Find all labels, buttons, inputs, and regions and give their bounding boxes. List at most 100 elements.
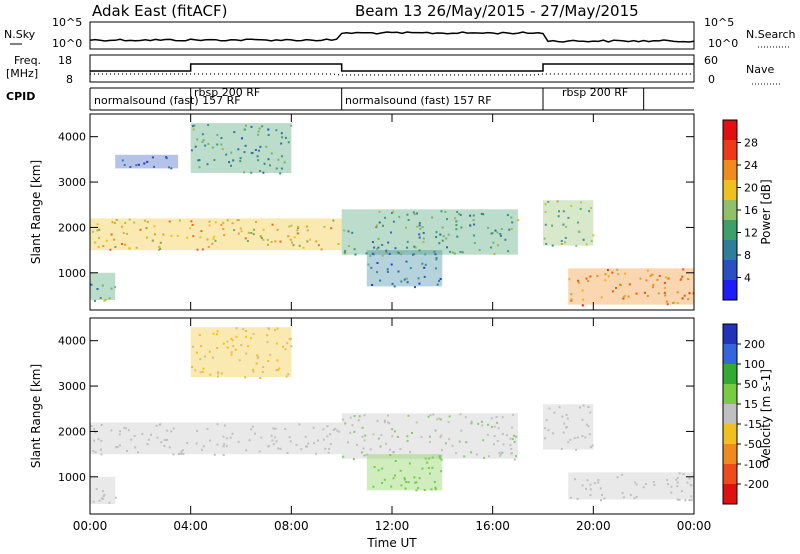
echo-cell xyxy=(666,300,668,303)
echo-cell xyxy=(589,446,592,449)
echo-cell xyxy=(198,334,201,337)
echo-cell xyxy=(569,438,572,441)
echo-cell xyxy=(378,210,381,213)
echo-cell xyxy=(409,267,412,270)
freq-label: Freq. xyxy=(14,54,41,67)
echo-cell xyxy=(289,337,292,340)
echo-cell xyxy=(413,253,416,256)
echo-cell xyxy=(652,283,655,286)
echo-cell xyxy=(360,451,363,454)
echo-cell xyxy=(118,444,121,447)
echo-cell xyxy=(222,435,225,438)
echo-cell xyxy=(681,275,684,278)
echo-cell xyxy=(390,263,393,266)
echo-cell xyxy=(490,232,493,235)
echo-cell xyxy=(267,360,270,362)
echo-cell xyxy=(670,485,673,488)
echo-cell xyxy=(496,440,499,442)
echo-cell xyxy=(377,246,380,249)
echo-cell xyxy=(211,242,214,245)
colorbar-swatch xyxy=(723,364,737,384)
echo-cell xyxy=(509,437,512,440)
echo-cell xyxy=(480,212,483,215)
echo-cell xyxy=(198,166,201,169)
echo-cell xyxy=(387,414,389,417)
nave-label: Nave xyxy=(746,63,774,76)
nsearch-tick-low: 10^0 xyxy=(708,37,738,50)
echo-cell xyxy=(275,342,278,345)
echo-cell xyxy=(452,251,455,254)
echo-cell xyxy=(596,274,599,277)
echo-cell xyxy=(94,451,97,454)
echo-cell xyxy=(206,238,209,241)
echo-cell xyxy=(580,201,582,204)
colorbar-swatch xyxy=(723,444,737,464)
echo-cell xyxy=(133,221,136,224)
echo-cell xyxy=(250,171,253,174)
x-tick-label: 00:00 xyxy=(73,519,108,533)
freq-panel: Freq. [MHz] 18 8 60 0 Nave xyxy=(6,54,780,86)
echo-cell xyxy=(213,159,216,161)
echo-cell xyxy=(510,452,513,455)
echo-cell xyxy=(623,294,626,297)
echo-cell xyxy=(297,225,300,228)
echo-cell xyxy=(603,497,606,500)
echo-cell xyxy=(248,439,251,442)
echo-cell xyxy=(243,128,246,131)
echo-cell xyxy=(201,133,204,136)
echo-cell xyxy=(159,241,162,244)
echo-cell xyxy=(287,141,290,144)
echo-cell xyxy=(262,238,265,241)
echo-cell xyxy=(460,429,463,432)
echo-cell xyxy=(426,461,429,464)
echo-cell xyxy=(296,229,299,232)
echo-cell xyxy=(309,238,311,241)
echo-cell xyxy=(336,429,339,432)
echo-cell xyxy=(570,293,573,296)
echo-cell xyxy=(436,418,439,421)
echo-cell xyxy=(96,288,99,290)
echo-cell xyxy=(469,214,472,217)
colorbar-tick-label: 50 xyxy=(744,378,758,391)
echo-cell xyxy=(584,436,587,439)
echo-cell xyxy=(470,451,473,454)
echo-cell xyxy=(398,215,401,218)
echo-cell xyxy=(362,447,365,450)
echo-cell xyxy=(199,371,202,374)
echo-cell xyxy=(570,204,573,207)
echo-cell xyxy=(544,203,547,206)
echo-cell xyxy=(196,138,199,141)
echo-cell xyxy=(428,435,431,438)
cpid-segment-label: rbsp 200 RF xyxy=(562,86,628,99)
echo-cell xyxy=(208,220,211,223)
echo-cell xyxy=(587,406,590,408)
echo-cell xyxy=(423,489,426,491)
echo-cell xyxy=(463,455,466,458)
echo-cell xyxy=(397,251,399,254)
echo-cell xyxy=(391,428,394,431)
echo-cell xyxy=(235,335,238,338)
echo-cell xyxy=(124,221,127,224)
echo-cell xyxy=(292,244,295,247)
echo-cell xyxy=(127,429,130,432)
echo-cell xyxy=(276,327,279,330)
echo-cell xyxy=(369,448,372,451)
echo-cell xyxy=(155,424,158,427)
echo-cell xyxy=(343,229,346,232)
echo-cell xyxy=(287,235,290,238)
echo-cell xyxy=(385,249,388,252)
echo-cell xyxy=(280,167,283,170)
echo-cell xyxy=(621,492,624,495)
echo-cell xyxy=(122,232,125,234)
echo-cell xyxy=(170,430,173,433)
echo-cell xyxy=(548,407,551,410)
colorbar-tick-label: 12 xyxy=(744,227,758,240)
echo-cell xyxy=(597,479,600,481)
echo-cell xyxy=(497,427,500,430)
echo-cell xyxy=(271,439,274,442)
echo-cell xyxy=(424,263,427,266)
echo-cell xyxy=(260,436,263,439)
echo-cell xyxy=(687,298,690,301)
echo-cell xyxy=(515,435,518,438)
echo-cell xyxy=(490,246,492,249)
